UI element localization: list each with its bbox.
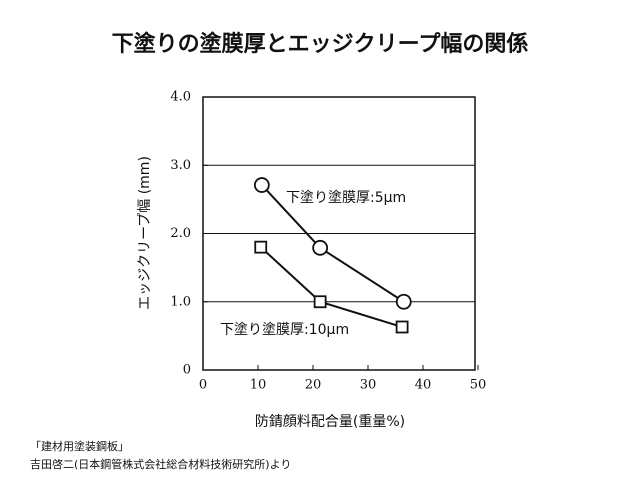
y-tick-label: 4.0 bbox=[170, 90, 191, 105]
y-tick-label: 3.0 bbox=[170, 158, 191, 173]
chart-title: 下塗りの塗膜厚とエッジクリープ幅の関係 bbox=[112, 31, 529, 57]
x-tick-label: 50 bbox=[470, 378, 487, 393]
y-tick-label: 2.0 bbox=[170, 226, 191, 241]
page: {"chart_data": {"type": "line", "title":… bbox=[0, 0, 640, 502]
source: 吉田啓二(日本鋼管株式会社総合材料技術研究所)より bbox=[30, 457, 291, 471]
point bbox=[397, 295, 411, 309]
x-tick-label: 30 bbox=[360, 378, 377, 393]
point bbox=[313, 241, 327, 255]
point bbox=[255, 178, 269, 192]
x-tick-label: 20 bbox=[305, 378, 322, 393]
x-axis-label: 防錆顔料配合量(重量%) bbox=[255, 413, 405, 430]
series-label: 下塗り塗膜厚:5μm bbox=[286, 189, 406, 206]
x-tick-label: 0 bbox=[199, 378, 207, 393]
chart: 下塗りの塗膜厚とエッジクリープ幅の関係 エッジクリープ幅 (mm) 防錆顔料配合… bbox=[0, 0, 640, 502]
y-tick-label: 1.0 bbox=[170, 294, 191, 309]
x-tick-label: 10 bbox=[250, 378, 267, 393]
point bbox=[315, 296, 326, 307]
series-label: 下塗り塗膜厚:10μm bbox=[220, 321, 349, 338]
point bbox=[397, 322, 408, 333]
point bbox=[255, 242, 266, 253]
y-tick-label: 0 bbox=[183, 363, 191, 378]
x-tick-label: 40 bbox=[415, 378, 432, 393]
y-axis-label: エッジクリープ幅 (mm) bbox=[137, 156, 153, 310]
source: 「建材用塗装鋼板」 bbox=[30, 439, 129, 453]
